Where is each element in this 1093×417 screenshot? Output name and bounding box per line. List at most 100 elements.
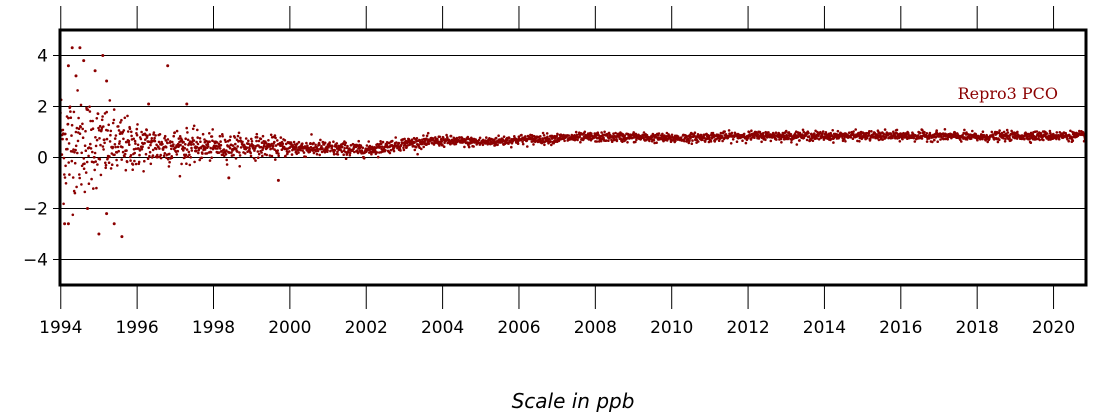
data-point — [717, 139, 721, 142]
data-point — [1035, 137, 1038, 141]
data-point — [877, 138, 881, 142]
data-point — [198, 137, 202, 140]
data-point — [173, 131, 176, 134]
data-point — [321, 141, 325, 144]
data-point — [238, 165, 241, 168]
data-point — [336, 150, 339, 153]
data-point — [253, 147, 257, 150]
data-point — [184, 143, 187, 146]
data-point — [895, 128, 899, 132]
x-tick-label: 1998 — [192, 318, 235, 338]
y-tick-label: 4 — [37, 47, 48, 67]
data-point — [74, 144, 78, 148]
data-point — [83, 190, 87, 194]
data-point — [939, 138, 942, 141]
data-point — [125, 160, 129, 164]
data-point — [279, 136, 283, 139]
data-point — [158, 133, 162, 136]
data-point-outlier — [86, 207, 89, 210]
data-point — [93, 168, 96, 172]
data-point — [1069, 129, 1072, 133]
data-point-outlier — [97, 232, 101, 236]
data-point — [532, 134, 536, 138]
data-point — [687, 141, 691, 145]
data-point — [661, 132, 664, 136]
data-point — [1067, 139, 1070, 143]
data-point — [146, 134, 149, 138]
data-point — [168, 152, 171, 156]
data-point — [454, 142, 458, 146]
data-point — [790, 141, 793, 144]
data-point — [399, 149, 402, 152]
data-point — [467, 145, 471, 149]
data-point — [112, 108, 116, 111]
data-point — [276, 149, 280, 152]
data-point — [335, 142, 339, 145]
data-point — [403, 137, 406, 141]
y-tick-label: −2 — [23, 200, 48, 220]
data-point — [277, 152, 280, 155]
data-point — [950, 136, 953, 140]
data-point — [1010, 138, 1013, 142]
data-point — [795, 143, 799, 146]
data-point — [575, 133, 579, 137]
data-point — [184, 137, 187, 140]
data-point — [71, 213, 75, 217]
x-tick-label: 2008 — [574, 318, 617, 338]
data-point — [652, 138, 656, 142]
data-point — [809, 138, 813, 142]
data-point — [801, 128, 805, 132]
data-point — [632, 131, 635, 134]
data-point — [129, 159, 132, 162]
data-point — [177, 137, 181, 140]
data-point — [136, 143, 140, 147]
data-point — [126, 130, 130, 133]
x-tick-label: 2000 — [268, 318, 311, 338]
data-point — [255, 136, 259, 139]
data-point — [154, 134, 157, 137]
data-point — [407, 138, 411, 141]
data-point — [122, 137, 125, 141]
data-point — [252, 144, 255, 148]
data-point — [111, 121, 115, 125]
data-point — [331, 145, 334, 148]
data-point — [102, 125, 105, 128]
data-point — [378, 145, 382, 148]
data-point — [67, 116, 70, 120]
data-point — [821, 130, 825, 133]
data-point — [871, 136, 875, 139]
data-point — [228, 138, 232, 142]
data-point — [102, 148, 105, 151]
data-point — [105, 137, 109, 141]
data-point — [574, 130, 578, 134]
data-point — [95, 117, 99, 120]
data-point — [260, 151, 263, 154]
data-point — [299, 148, 302, 152]
data-point — [1057, 137, 1061, 141]
data-point — [252, 157, 256, 160]
data-point — [699, 133, 703, 137]
data-point — [234, 142, 237, 146]
data-point — [392, 149, 396, 153]
data-point — [168, 160, 171, 164]
y-tick-label: −4 — [23, 251, 48, 271]
data-point — [94, 160, 97, 163]
data-point-outlier — [70, 46, 74, 50]
data-point — [98, 157, 102, 161]
data-point — [832, 136, 836, 140]
data-point — [81, 122, 84, 126]
data-point — [462, 137, 466, 141]
data-point — [310, 133, 313, 136]
x-tick-label: 2002 — [345, 318, 388, 338]
data-point — [117, 129, 121, 132]
data-point — [642, 131, 646, 134]
x-axis: 1994 1996 1998 2000 2002 2004 2006 2008 2010 2012… — [39, 6, 1075, 338]
data-point — [138, 153, 141, 157]
data-point — [485, 136, 488, 139]
data-point — [148, 154, 151, 158]
data-point — [784, 129, 788, 133]
data-point — [149, 143, 152, 147]
data-point — [94, 144, 98, 148]
data-point — [164, 139, 168, 142]
data-point — [257, 139, 261, 143]
